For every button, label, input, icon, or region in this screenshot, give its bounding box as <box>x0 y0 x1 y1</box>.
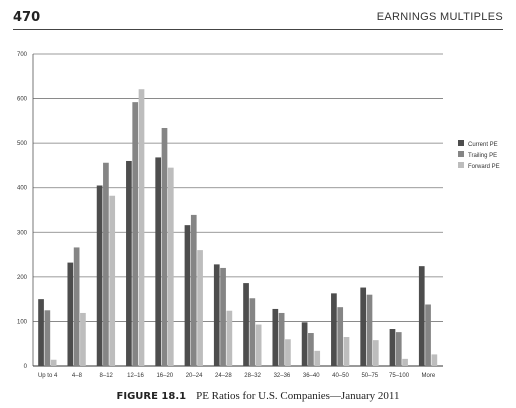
bar <box>138 89 145 367</box>
bar <box>278 312 285 366</box>
bar <box>44 310 51 366</box>
legend-swatch <box>458 140 464 146</box>
bar <box>389 329 396 366</box>
bar <box>213 264 220 366</box>
y-tick-label: 0 <box>24 364 28 370</box>
x-tick-label: 75–100 <box>389 373 410 379</box>
x-tick-labels: Up to 4 4–8 8–12 12–16 16–20 20–24 24–28 28–32 3… <box>38 373 436 379</box>
page-number: 470 <box>13 10 41 25</box>
bar <box>38 299 44 366</box>
y-tick-label: 600 <box>17 97 28 103</box>
legend: Current PE Trailing PE Forward PE <box>458 140 500 170</box>
bar <box>167 167 174 366</box>
bar <box>50 359 57 366</box>
bar <box>249 298 256 366</box>
x-tick-label: 16–20 <box>156 373 173 379</box>
bar <box>331 293 337 366</box>
x-tick-label: 12–16 <box>127 373 144 379</box>
bar <box>418 266 425 366</box>
axes <box>32 54 443 367</box>
bar <box>425 304 431 366</box>
bar <box>126 160 132 366</box>
x-tick-label: 8–12 <box>100 373 114 379</box>
bar <box>337 307 344 366</box>
y-tick-label: 400 <box>17 186 28 192</box>
bar <box>360 287 367 366</box>
bar <box>73 247 80 366</box>
bar <box>314 350 321 366</box>
bar <box>226 310 233 366</box>
bar <box>431 354 438 366</box>
bar <box>366 294 373 366</box>
section-title: EARNINGS MULTIPLES <box>376 11 503 23</box>
bar <box>96 185 103 366</box>
bar <box>109 195 116 366</box>
bar <box>80 312 86 366</box>
x-tick-label: 40–50 <box>332 373 349 379</box>
pe-ratio-chart: Up to 4 4–8 8–12 12–16 16–20 20–24 24–28 28–32 3… <box>17 52 500 379</box>
bar <box>272 308 279 366</box>
x-tick-label: 36–40 <box>303 373 320 379</box>
bar <box>184 225 191 366</box>
bar <box>67 262 74 366</box>
bar <box>220 267 226 366</box>
x-tick-label: 4–8 <box>72 373 83 379</box>
bar <box>301 322 308 366</box>
figure-label: FIGURE 18.1 <box>116 391 187 402</box>
bar <box>161 127 168 367</box>
legend-label: Trailing PE <box>468 153 497 159</box>
y-tick-label: 200 <box>17 275 28 281</box>
header-rule <box>13 29 503 30</box>
bar <box>243 283 249 366</box>
bar <box>255 324 262 366</box>
x-tick-label: 28–32 <box>244 373 261 379</box>
y-tick-label: 100 <box>17 319 28 325</box>
bar <box>190 214 197 366</box>
x-tick-label: 24–28 <box>215 373 232 379</box>
x-tick-label: 50–75 <box>361 373 378 379</box>
bar <box>132 102 139 366</box>
x-tick-label: 20–24 <box>186 373 203 379</box>
figure-caption-text: PE Ratios for U.S. Companies—January 201… <box>196 390 400 402</box>
bar <box>395 332 402 366</box>
legend-label: Current PE <box>468 142 498 148</box>
bar <box>197 250 203 366</box>
bar <box>372 340 379 366</box>
legend-swatch <box>458 162 464 168</box>
y-tick-label: 500 <box>17 141 28 147</box>
legend-label: Forward PE <box>468 164 500 170</box>
bar <box>308 333 314 366</box>
legend-swatch <box>458 151 464 157</box>
bars <box>38 89 438 367</box>
figure-caption: FIGURE 18.1 PE Ratios for U.S. Companies—… <box>0 390 516 402</box>
bar <box>285 339 291 366</box>
x-tick-label: 32–36 <box>274 373 291 379</box>
bar <box>343 337 350 366</box>
x-tick-label: Up to 4 <box>38 373 58 379</box>
y-tick-label: 300 <box>17 230 28 236</box>
y-tick-labels: 0 100 200 300 400 500 600 700 <box>17 52 28 370</box>
gridlines <box>33 53 443 322</box>
bar <box>103 162 109 366</box>
x-tick-label: More <box>422 373 436 379</box>
bar <box>155 157 162 366</box>
bar <box>402 358 408 366</box>
y-tick-label: 700 <box>17 52 28 58</box>
